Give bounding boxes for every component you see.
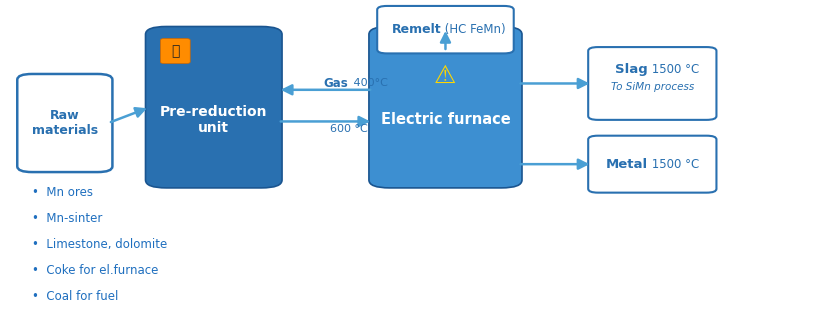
Text: 🔥: 🔥 xyxy=(171,44,179,58)
Text: (HC FeMn): (HC FeMn) xyxy=(441,23,506,36)
Text: To SiMn process: To SiMn process xyxy=(611,82,694,92)
FancyBboxPatch shape xyxy=(377,6,514,53)
Text: Electric furnace: Electric furnace xyxy=(381,112,511,128)
Text: •  Limestone, dolomite: • Limestone, dolomite xyxy=(32,238,167,251)
FancyBboxPatch shape xyxy=(17,74,112,172)
Text: ⚠: ⚠ xyxy=(434,63,456,88)
Text: Metal: Metal xyxy=(606,158,648,171)
Text: 600 °C: 600 °C xyxy=(330,124,367,134)
Text: Pre-reduction
unit: Pre-reduction unit xyxy=(160,105,267,135)
Text: Slag: Slag xyxy=(616,63,648,76)
Text: Gas: Gas xyxy=(324,77,348,90)
FancyBboxPatch shape xyxy=(588,47,716,120)
Text: 400°C: 400°C xyxy=(351,79,388,89)
Text: •  Coke for el.furnace: • Coke for el.furnace xyxy=(32,264,158,277)
Text: •  Mn ores: • Mn ores xyxy=(32,186,92,199)
Text: •  Coal for fuel: • Coal for fuel xyxy=(32,290,118,303)
FancyBboxPatch shape xyxy=(146,26,282,188)
FancyBboxPatch shape xyxy=(369,26,522,188)
FancyBboxPatch shape xyxy=(588,136,716,193)
Text: 1500 °C: 1500 °C xyxy=(648,63,700,76)
FancyBboxPatch shape xyxy=(161,39,190,63)
Text: 1500 °C: 1500 °C xyxy=(648,158,700,171)
Text: Remelt: Remelt xyxy=(392,23,441,36)
Text: •  Mn-sinter: • Mn-sinter xyxy=(32,212,102,225)
Text: Raw
materials: Raw materials xyxy=(32,109,98,137)
